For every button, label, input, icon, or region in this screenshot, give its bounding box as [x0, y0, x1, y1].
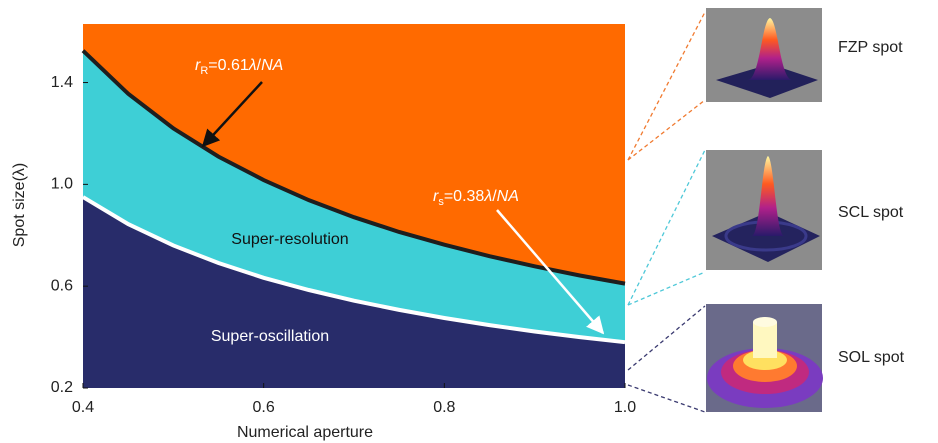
- annotation: rR=0.61λ/NA: [195, 57, 283, 77]
- annotation-arrow: [496, 209, 605, 335]
- inset-label: SCL spot: [838, 204, 904, 221]
- inset-sol: [706, 304, 823, 412]
- inset-fzp: [706, 8, 822, 102]
- connectors: [627, 11, 706, 413]
- curve: [81, 49, 626, 286]
- x-tick-label: 0.4: [72, 399, 94, 416]
- y-tick-label: 1.0: [51, 176, 73, 193]
- plot-area: [81, 24, 626, 389]
- region-label: Super-resolution: [231, 231, 348, 248]
- y-axis-title: Spot size(λ): [11, 163, 28, 247]
- annotation-arrow: [201, 81, 263, 148]
- region-below: [83, 197, 625, 388]
- x-tick-label: 0.8: [433, 399, 455, 416]
- y-tick-label: 0.2: [51, 379, 73, 396]
- inset-label: FZP spot: [838, 39, 903, 56]
- x-tick-label: 1.0: [614, 399, 636, 416]
- annotation: rs=0.38λ/NA: [433, 188, 519, 208]
- region-label: Super-oscillation: [211, 328, 329, 345]
- x-axis-title: Numerical aperture: [237, 424, 373, 441]
- y-tick-label: 1.4: [51, 74, 73, 91]
- y-tick-label: 0.6: [51, 277, 73, 294]
- curve: [81, 195, 626, 345]
- inset-label: SOL spot: [838, 349, 905, 366]
- inset-scl: [706, 150, 822, 270]
- x-tick-label: 0.6: [253, 399, 275, 416]
